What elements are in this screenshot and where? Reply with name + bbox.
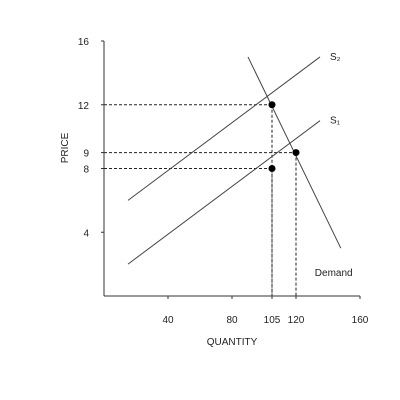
equilibrium-point-0	[268, 101, 276, 109]
s1-label: S₁	[330, 116, 341, 127]
equilibrium-points	[268, 101, 300, 172]
y-tick-label: 12	[78, 101, 90, 112]
curves	[127, 56, 342, 265]
y-tick-label: 4	[83, 228, 89, 239]
y-tick-label: 8	[83, 165, 89, 176]
s2-curve	[127, 56, 321, 201]
ticks: 40 80 105 120 160 4 8 9 12 16	[78, 37, 369, 326]
x-tick-label: 160	[352, 315, 369, 326]
x-tick-label: 40	[162, 315, 174, 326]
x-tick-label: 80	[226, 315, 238, 326]
labels: QUANTITY PRICE S₂ S₁ Demand	[60, 52, 353, 348]
x-tick-label: 120	[288, 315, 305, 326]
s2-label: S₂	[330, 52, 341, 63]
equilibrium-point-2	[292, 149, 300, 157]
guide-lines	[104, 104, 297, 296]
equilibrium-point-1	[268, 165, 276, 172]
y-tick-label: 16	[78, 37, 90, 48]
y-tick-label: 9	[83, 149, 89, 160]
x-tick-label: 105	[264, 315, 281, 326]
s1-curve	[127, 120, 321, 265]
demand-label: Demand	[315, 268, 353, 279]
x-axis-label: QUANTITY	[207, 337, 258, 348]
y-axis-label: PRICE	[60, 132, 71, 163]
